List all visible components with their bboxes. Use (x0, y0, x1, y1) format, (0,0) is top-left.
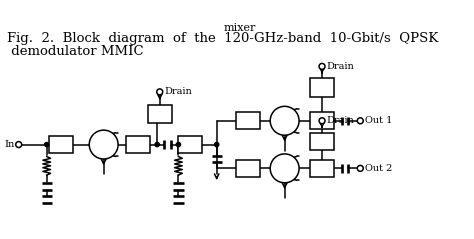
Text: Fig.  2.  Block  diagram  of  the  120-GHz-band  10-Gbit/s  QPSK: Fig. 2. Block diagram of the 120-GHz-ban… (7, 33, 438, 45)
Circle shape (16, 141, 22, 147)
Bar (49, 136, 73, 153)
Bar (148, 105, 172, 123)
Circle shape (319, 118, 325, 124)
Circle shape (270, 106, 299, 135)
Circle shape (176, 142, 181, 147)
Circle shape (215, 142, 219, 147)
Bar (236, 112, 260, 129)
Text: Drain: Drain (164, 87, 192, 96)
Circle shape (155, 142, 159, 147)
Text: In: In (4, 140, 15, 149)
Circle shape (357, 165, 363, 171)
Circle shape (45, 142, 49, 147)
Bar (178, 136, 202, 153)
Circle shape (357, 118, 363, 124)
Circle shape (157, 89, 163, 95)
Bar (310, 133, 334, 150)
Text: Drain: Drain (326, 62, 354, 71)
Circle shape (270, 154, 299, 183)
Text: Out 2: Out 2 (365, 164, 392, 173)
Circle shape (89, 130, 118, 159)
Text: Out 1: Out 1 (365, 116, 392, 125)
Text: mixer: mixer (223, 23, 256, 33)
Bar (126, 136, 149, 153)
Bar (310, 78, 334, 97)
Text: demodulator MMIC: demodulator MMIC (7, 45, 144, 58)
Bar (310, 112, 334, 129)
Text: Drain: Drain (326, 116, 354, 125)
Bar (310, 160, 334, 177)
Circle shape (319, 63, 325, 69)
Bar (236, 160, 260, 177)
